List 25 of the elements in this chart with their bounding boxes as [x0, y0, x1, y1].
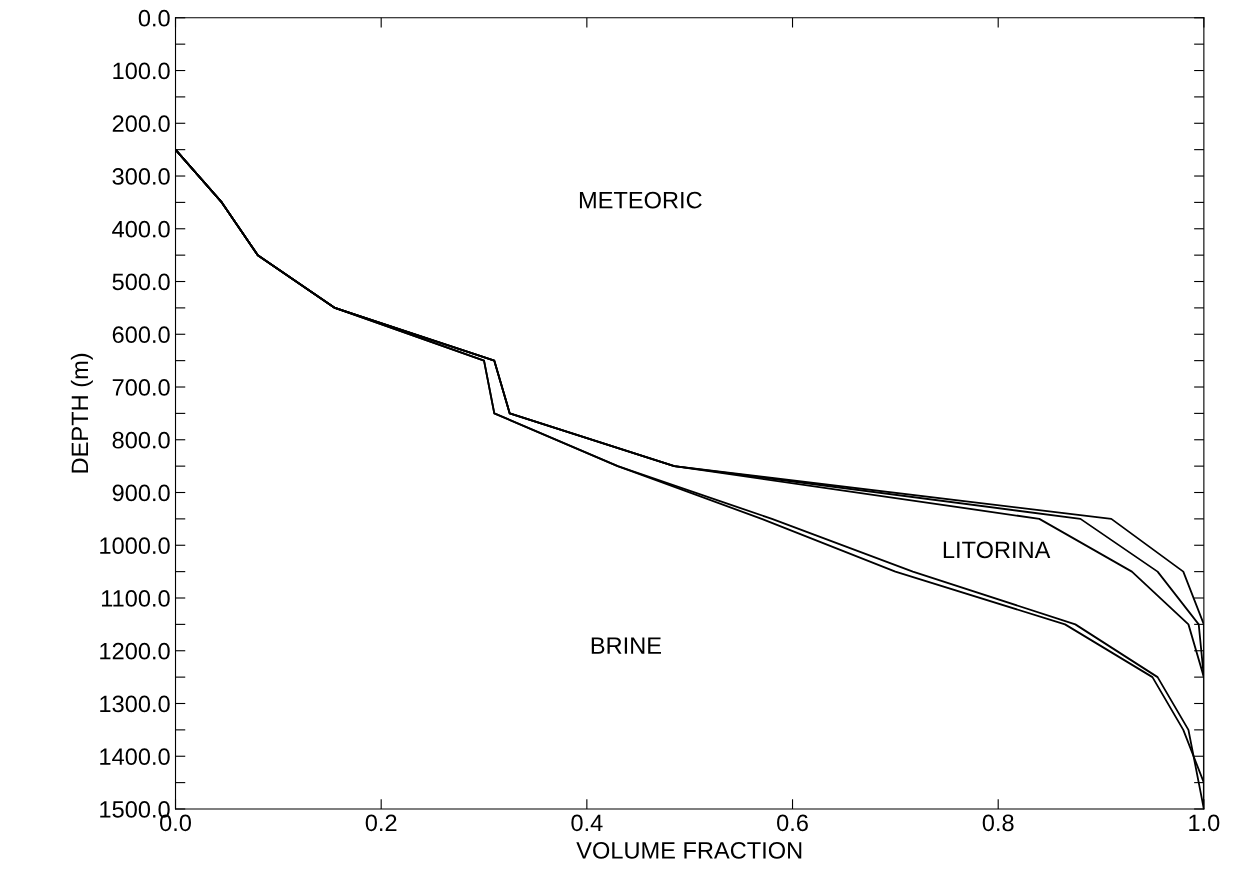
y-tick-label: 300.0 [112, 168, 170, 185]
x-axis-title: VOLUME FRACTION [576, 842, 802, 859]
y-tick-label: 500.0 [112, 273, 170, 291]
annotation: METEORIC [579, 191, 702, 209]
annotation: BRINE [591, 637, 661, 654]
x-tick-label: 1.0 [1189, 814, 1220, 832]
y-tick-label: 1400.0 [100, 748, 170, 766]
y-axis-title: DEPTH (m) [70, 353, 93, 473]
x-tick-label: 0.4 [571, 814, 603, 832]
x-tick-label: 0.8 [982, 814, 1014, 832]
y-tick-label: 700.0 [112, 379, 170, 396]
y-tick-label: 400.0 [112, 220, 170, 238]
y-tick-label: 1100.0 [101, 590, 170, 607]
y-tick-label: 1200.0 [100, 642, 170, 660]
x-tick-label: 0.2 [365, 814, 397, 832]
y-tick-label: 900.0 [112, 484, 170, 502]
y-tick-label: 100.0 [113, 62, 170, 80]
y-tick-label: 1000.0 [100, 537, 170, 555]
x-tick-label: 0.6 [777, 814, 808, 832]
y-tick-label: 0.0 [138, 9, 170, 27]
y-tick-label: 200.0 [112, 115, 170, 133]
y-tick-label: 800.0 [112, 431, 170, 449]
y-tick-label: 1300.0 [100, 695, 170, 713]
y-tick-label: 600.0 [112, 326, 170, 344]
annotation: LITORINA [943, 541, 1051, 559]
